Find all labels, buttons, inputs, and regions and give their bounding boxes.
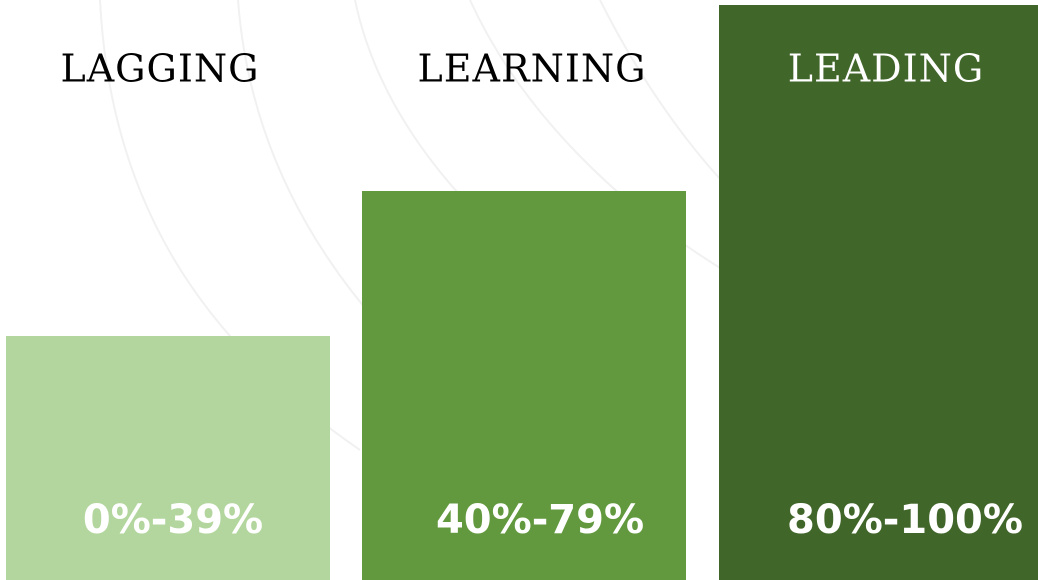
lagging-block: [6, 336, 330, 580]
leading-block: [719, 5, 1038, 580]
tier-range: 80%-100%: [787, 497, 1023, 543]
tier-title: LAGGING: [60, 47, 259, 91]
tier-title: LEARNING: [418, 47, 647, 91]
tier-title: LEADING: [788, 47, 985, 91]
tier-range: 0%-39%: [83, 497, 263, 543]
arc: [469, 0, 741, 281]
learning-block: [362, 191, 686, 580]
tier-range: 40%-79%: [436, 497, 644, 543]
